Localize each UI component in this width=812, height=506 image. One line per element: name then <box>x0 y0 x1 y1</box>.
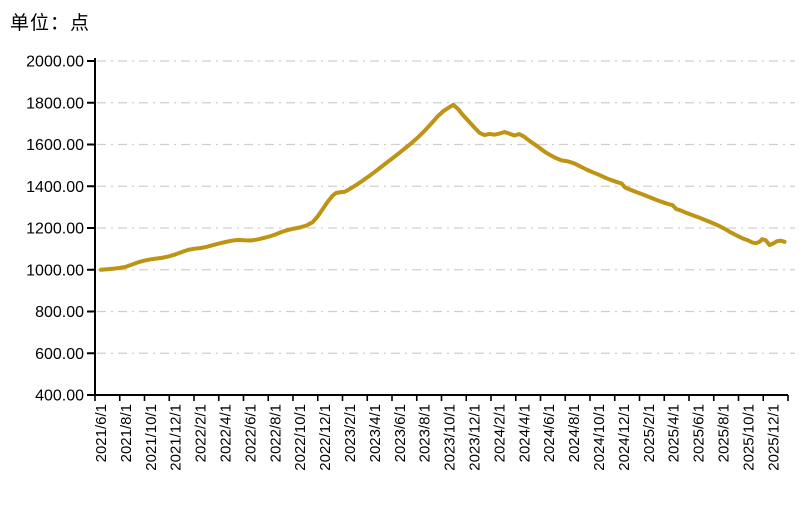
x-tick-label: 2024/10/1 <box>591 404 608 471</box>
y-tick-label: 1200.00 <box>26 221 84 238</box>
x-tick-label: 2023/10/1 <box>442 404 459 471</box>
y-tick-label: 1000.00 <box>26 262 84 279</box>
y-tick-label: 1400.00 <box>26 179 84 196</box>
x-tick-label: 2025/8/1 <box>716 404 733 462</box>
y-tick-label: 400.00 <box>35 388 84 405</box>
y-tick-label: 1600.00 <box>26 137 84 154</box>
x-tick-label: 2022/12/1 <box>317 404 334 471</box>
index-line-series <box>99 102 787 272</box>
x-tick-label: 2023/12/1 <box>467 404 484 471</box>
x-tick-label: 2021/6/1 <box>93 404 110 462</box>
x-tick-label: 2024/8/1 <box>566 404 583 462</box>
x-tick-label: 2024/6/1 <box>541 404 558 462</box>
y-tick-label: 1800.00 <box>26 95 84 112</box>
x-tick-label: 2024/12/1 <box>616 404 633 471</box>
x-tick-label: 2023/6/1 <box>392 404 409 462</box>
x-tick-label: 2023/4/1 <box>367 404 384 462</box>
x-tick-label: 2021/12/1 <box>168 404 185 471</box>
x-tick-label: 2025/10/1 <box>740 404 757 471</box>
x-tick-label: 2024/2/1 <box>491 404 508 462</box>
x-tick-label: 2022/6/1 <box>242 404 259 462</box>
x-tick-label: 2025/4/1 <box>666 404 683 462</box>
x-tick-label: 2024/4/1 <box>516 404 533 462</box>
x-tick-label: 2025/6/1 <box>691 404 708 462</box>
x-tick-label: 2022/10/1 <box>292 404 309 471</box>
x-tick-label: 2025/12/1 <box>765 404 782 471</box>
x-tick-label: 2022/2/1 <box>193 404 210 462</box>
x-tick-label: 2023/2/1 <box>342 404 359 462</box>
y-tick-label: 800.00 <box>35 304 84 321</box>
x-tick-label: 2022/8/1 <box>267 404 284 462</box>
x-tick-label: 2021/8/1 <box>118 404 135 462</box>
y-tick-label: 2000.00 <box>26 54 84 71</box>
x-tick-label: 2021/10/1 <box>143 404 160 471</box>
x-tick-label: 2023/8/1 <box>417 404 434 462</box>
x-tick-label: 2025/2/1 <box>641 404 658 462</box>
x-tick-label: 2022/4/1 <box>218 404 235 462</box>
y-tick-label: 600.00 <box>35 346 84 363</box>
unit-label: 单位：点 <box>10 13 91 34</box>
